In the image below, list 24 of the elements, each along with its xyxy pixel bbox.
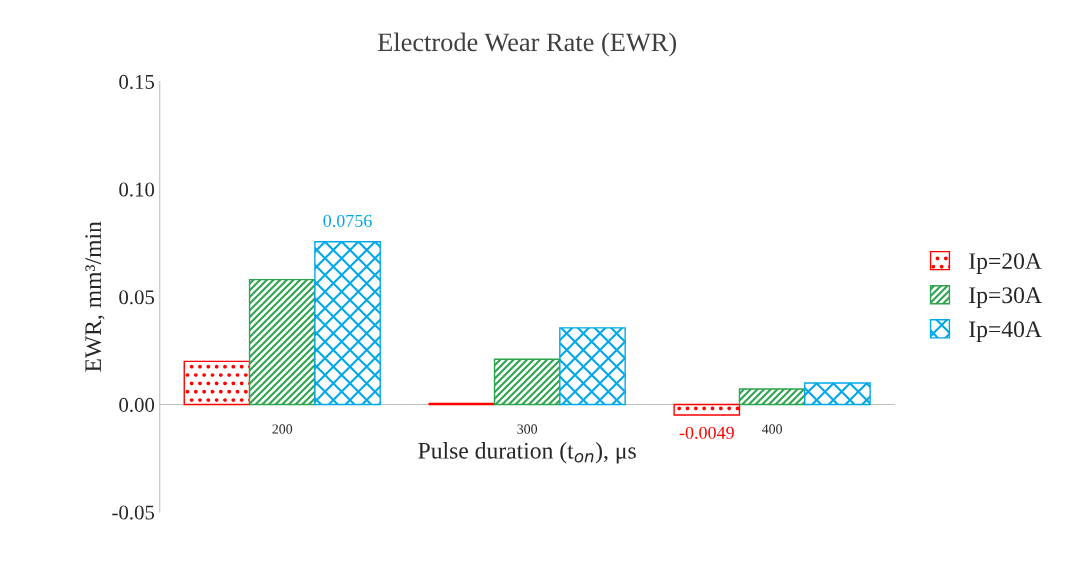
bar: [248, 278, 316, 406]
bar: [559, 327, 626, 406]
x-tick-label: 200: [272, 424, 293, 434]
data-label: -0.0049: [679, 426, 734, 439]
data-label: 0.0756: [323, 214, 372, 227]
bar: [673, 403, 741, 416]
bar: [804, 382, 871, 406]
y-tick-label: 0.00: [119, 397, 155, 413]
x-axis-title: Pulse duration (t$_{on}$), μs: [418, 442, 636, 464]
y-tick-label: -0.05: [112, 505, 155, 520]
y-tick-label: 0.05: [119, 290, 155, 305]
bar: [183, 360, 251, 406]
x-tick-label: 300: [517, 424, 538, 434]
bar: [314, 240, 381, 406]
y-tick-label: 0.15: [119, 74, 155, 89]
y-axis-title: EWR, mm³/min: [85, 221, 105, 372]
legend-label: Ip=30A: [969, 287, 1042, 308]
chart-title: Electrode Wear Rate (EWR): [377, 32, 677, 57]
bar: [738, 388, 806, 406]
legend-label: Ip=20A: [969, 253, 1042, 274]
legend-label: Ip=40A: [969, 321, 1042, 343]
x-tick-label: 400: [761, 424, 783, 434]
y-tick-label: 0.10: [119, 182, 155, 197]
bar: [493, 358, 561, 406]
